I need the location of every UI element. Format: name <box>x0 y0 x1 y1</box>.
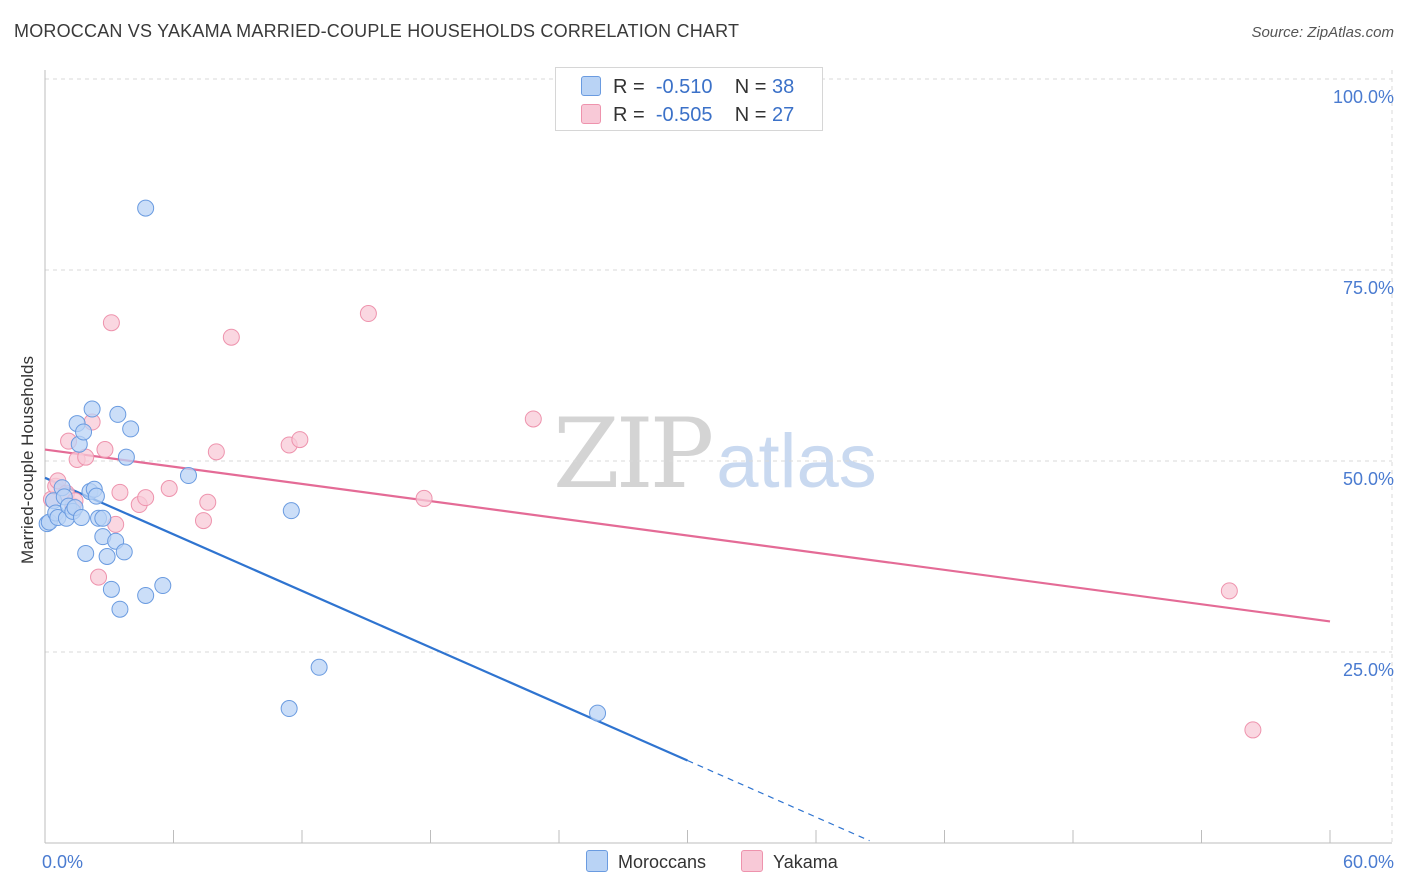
moroccans-point <box>310 658 328 676</box>
y-axis-label: Married-couple Households <box>18 356 37 564</box>
y-tick-label-75: 75.0% <box>1342 278 1394 298</box>
yakama-point <box>194 512 212 530</box>
moroccans-point <box>282 502 300 520</box>
yakama-point <box>291 431 309 449</box>
moroccans-point <box>98 548 116 565</box>
moroccans-point <box>137 199 155 217</box>
n-label: N = <box>734 76 767 98</box>
r-value: -0.505 <box>655 104 713 126</box>
moroccans-point <box>117 448 135 466</box>
moroccans-point <box>122 420 140 438</box>
yakama-point <box>96 441 114 459</box>
yakama-point <box>207 443 225 461</box>
r-value: -0.510 <box>655 76 713 98</box>
trend-layer <box>44 448 1331 842</box>
yakama-point <box>359 305 377 323</box>
yakama-point <box>1244 721 1262 739</box>
moroccans-point <box>280 700 298 718</box>
y-tick-label-50: 50.0% <box>1342 469 1394 489</box>
yakama-point <box>524 410 542 428</box>
moroccans-trend-line <box>44 476 688 762</box>
yakama-point <box>222 328 240 346</box>
yakama-legend-swatch <box>741 850 764 873</box>
legend-label-yakama: Yakama <box>773 852 838 872</box>
x-tick-label-max: 60.0% <box>1342 852 1394 872</box>
moroccans-swatch <box>581 75 601 96</box>
grid-layer <box>45 70 1393 843</box>
moroccans-point <box>589 704 607 722</box>
yakama-swatch <box>581 103 601 124</box>
legend-item-yakama[interactable]: Yakama <box>741 850 838 874</box>
moroccans-point <box>83 400 101 418</box>
moroccans-point <box>102 580 120 598</box>
y-tick-label-100: 100.0% <box>1332 87 1394 107</box>
yakama-point <box>102 314 120 332</box>
moroccans-point <box>75 423 93 441</box>
n-label: N = <box>734 104 767 126</box>
axis-layer <box>44 70 1392 844</box>
correlation-legend: R = -0.510 N = 38 R = -0.505 N = 27 <box>555 67 823 131</box>
r-label: R = <box>613 104 645 126</box>
yakama-trend-line <box>44 448 1331 623</box>
legend-row-moroccans: R = -0.510 N = 38 <box>581 75 795 100</box>
yakama-point <box>199 493 217 511</box>
yakama-point <box>90 568 108 586</box>
legend-item-moroccans[interactable]: Moroccans <box>586 850 707 874</box>
y-tick-label-25: 25.0% <box>1342 660 1394 680</box>
yakama-point <box>160 480 178 498</box>
source-label: Source: ZipAtlas.com <box>1251 24 1394 41</box>
legend-label-moroccans: Moroccans <box>618 852 707 872</box>
moroccans-point <box>72 509 90 527</box>
moroccans-point <box>87 487 105 505</box>
moroccans-point <box>77 544 95 562</box>
yakama-point <box>1220 582 1238 600</box>
x-tick-label-min: 0.0% <box>42 852 84 872</box>
series-legend: Moroccans Yakama <box>586 850 868 874</box>
moroccans-point <box>115 543 133 561</box>
moroccans-point <box>154 577 172 595</box>
moroccans-point <box>179 467 197 485</box>
r-label: R = <box>613 76 645 98</box>
moroccans-point <box>137 586 155 604</box>
moroccans-point <box>94 509 112 527</box>
n-value: 38 <box>772 76 795 98</box>
moroccans-point <box>109 405 127 423</box>
yakama-point <box>415 489 433 507</box>
n-value: 27 <box>772 104 795 126</box>
moroccans-legend-swatch <box>586 850 608 873</box>
chart-title: MOROCCAN VS YAKAMA MARRIED-COUPLE HOUSEH… <box>14 21 740 41</box>
yakama-point <box>111 483 129 501</box>
yakama-point <box>137 489 155 507</box>
legend-row-yakama: R = -0.505 N = 27 <box>581 103 795 128</box>
moroccans-point <box>111 600 129 618</box>
points-layer <box>38 199 1262 739</box>
moroccans-trend-extension <box>687 759 870 842</box>
